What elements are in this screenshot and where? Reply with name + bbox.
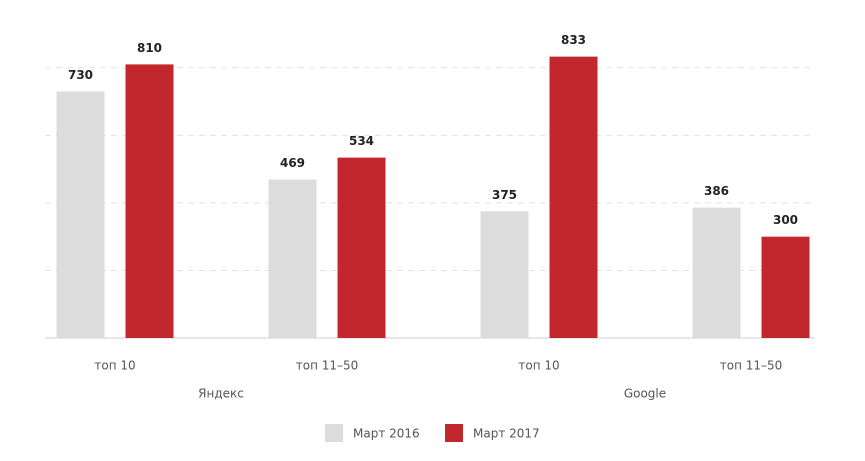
legend-swatch bbox=[325, 424, 343, 442]
value-label: 375 bbox=[492, 188, 517, 202]
x-tick-label: топ 11–50 bbox=[720, 359, 783, 373]
value-label: 386 bbox=[704, 184, 729, 198]
x-tick-label: топ 10 bbox=[94, 359, 135, 373]
x-tick-label: топ 11–50 bbox=[296, 359, 359, 373]
legend-label: Март 2016 bbox=[353, 427, 420, 441]
bar bbox=[125, 64, 174, 339]
value-label: 300 bbox=[773, 213, 798, 227]
x-tick-label: топ 10 bbox=[518, 359, 559, 373]
value-label: 730 bbox=[68, 68, 93, 82]
group-label: Яндекс bbox=[198, 387, 244, 401]
bar bbox=[549, 56, 598, 339]
bar bbox=[268, 179, 317, 338]
value-label: 833 bbox=[561, 33, 586, 47]
bar bbox=[692, 207, 741, 338]
legend-label: Март 2017 bbox=[473, 427, 540, 441]
value-label: 810 bbox=[137, 41, 162, 55]
bar bbox=[761, 236, 810, 338]
legend-swatch bbox=[445, 424, 463, 442]
value-label: 534 bbox=[349, 134, 374, 148]
bar bbox=[337, 157, 386, 338]
bar bbox=[480, 211, 529, 338]
bar bbox=[56, 91, 105, 338]
group-label: Google bbox=[624, 387, 666, 401]
value-label: 469 bbox=[280, 156, 305, 170]
